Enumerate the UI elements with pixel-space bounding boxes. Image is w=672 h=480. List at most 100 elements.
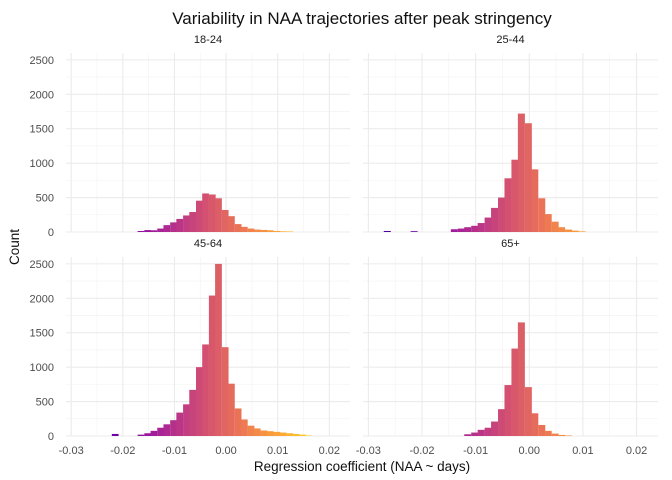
histogram-bar [208,295,216,436]
histogram-bar [484,427,492,436]
histogram-bar [228,383,235,436]
histogram-bar [517,113,525,232]
histogram-bar [511,159,519,232]
histogram-bar [551,433,559,436]
histogram-bar [150,230,158,232]
histogram-bar [215,263,222,436]
histogram-bar [464,227,472,232]
histogram-bar [551,221,559,232]
histogram-bar [157,427,165,436]
histogram-bar [150,430,158,436]
y-tick-label: 1500 [30,124,54,136]
histogram-bar [571,230,579,232]
x-axis-label: Regression coefficient (NAA ~ days) [254,459,470,474]
histogram-bar [266,431,274,436]
histogram-bar [531,169,539,232]
histogram-bar [565,229,573,232]
histogram-bar [189,212,197,232]
chart-title: Variability in NAA trajectories after pe… [172,9,552,28]
histogram-bar [279,432,287,436]
histogram-bar [195,367,203,436]
y-tick-label: 0 [48,227,54,239]
histogram-bar [163,424,171,436]
histogram-bar [170,420,177,436]
histogram-bar [538,424,546,436]
y-tick-label: 0 [48,431,54,443]
histogram-bar [292,433,300,436]
facet-label: 65+ [501,238,520,250]
histogram-bar [524,387,532,436]
histogram-bar [299,434,307,436]
histogram-bar [189,389,197,436]
y-tick-label: 1500 [30,328,54,340]
histogram-bar [228,216,235,232]
histogram-bar [279,231,287,232]
facet-label: 18-24 [194,34,222,46]
x-tick-label: -0.03 [356,445,381,457]
x-tick-label: -0.01 [463,445,488,457]
histogram-bar [176,412,184,436]
histogram-bar [221,209,229,232]
x-tick-label: -0.01 [162,445,187,457]
x-tick-label: 0.00 [519,445,540,457]
histogram-bar [471,225,479,232]
histogram-bar [504,385,512,436]
histogram-bar [517,322,525,436]
histogram-bar [234,408,242,436]
y-tick-label: 500 [36,397,54,409]
histogram-bar [491,421,499,436]
histogram-bar [221,347,229,436]
facet-panel-25-44: 25-44 [363,34,658,233]
y-axis-label: Count [7,229,22,265]
histogram-bar [565,435,573,436]
histogram-bar [498,197,506,232]
x-tick-label: 0.00 [215,445,236,457]
histogram-bar [286,231,294,232]
facet-panel-65+: 65+ -0.03 -0.02 -0.01 0.00 0.01 0.02 [356,238,658,457]
histogram-bar [511,348,519,436]
histogram-bar [544,430,552,436]
histogram-bar [144,433,152,436]
facet-label: 25-44 [496,34,524,46]
histogram-bar [260,430,268,436]
x-tick-label: 0.01 [572,445,593,457]
y-tick-label: 2000 [30,293,54,305]
histogram-bar [544,214,552,232]
histogram-bar [286,433,294,436]
histogram-bar [234,224,242,232]
histogram-bar [240,419,248,436]
histogram-bar [484,217,492,232]
x-tick-label: -0.03 [59,445,84,457]
y-tick-label: 1000 [30,158,54,170]
histogram-bar [253,229,261,232]
y-tick-label: 500 [36,193,54,205]
histogram-bar [457,228,465,232]
histogram-bar [260,229,268,232]
histogram-bar [170,222,177,232]
histogram-bar [471,432,479,436]
histogram-bar [247,228,255,232]
x-tick-label: -0.02 [110,445,135,457]
y-tick-label: 2500 [30,55,54,67]
histogram-bar [111,433,119,436]
histogram-bar [137,434,145,436]
histogram-bar [183,404,190,436]
histogram-bar [253,428,261,436]
histogram-bar [183,215,190,232]
x-tick-label: -0.02 [409,445,434,457]
y-tick-label: 2500 [30,259,54,271]
facet-panel-45-64: 45-64 0 500 1000 1500 2000 2500 -0.03 -0.02 -0.01… [30,238,350,457]
histogram-bar [504,178,512,232]
facet-panels: 18-240500100015002000250025-4445-6405001… [30,34,658,457]
histogram-bar [383,230,391,232]
histogram-bar [273,230,281,232]
x-tick-label: 0.01 [267,445,288,457]
histogram-bar [410,231,418,232]
facet-panel-18-24: 18-24 0 500 1000 1500 2000 2500 [30,34,350,239]
histogram-bar [137,230,145,232]
histogram-bar [163,225,171,232]
x-tick-label: 0.02 [626,445,647,457]
y-tick-label: 2000 [30,89,54,101]
histogram-bar [273,431,281,436]
